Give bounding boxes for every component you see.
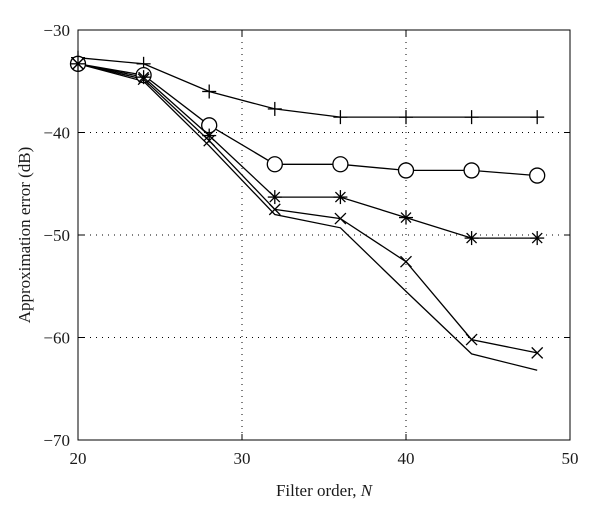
data-point-x: [334, 212, 347, 225]
data-point-star: [530, 231, 545, 246]
data-point-circle: [397, 162, 415, 179]
data-point-plus: [399, 110, 413, 125]
data-point-x: [465, 333, 478, 346]
data-point-star: [464, 231, 479, 246]
data-point-star: [267, 190, 282, 205]
x-tick-label: 30: [234, 449, 251, 468]
data-point-x: [137, 73, 150, 86]
data-point-circle: [463, 162, 480, 179]
series-line-2: [77, 63, 538, 177]
data-point-x: [400, 255, 412, 268]
series-line-3: [77, 63, 538, 239]
data-point-plus: [333, 110, 348, 125]
data-point-star: [136, 70, 151, 85]
data-point-x: [268, 203, 281, 216]
data-point-circle: [529, 167, 546, 184]
data-point-star: [333, 190, 348, 205]
data-point-plus: [202, 84, 217, 99]
y-tick-label: −40: [43, 124, 70, 143]
y-tick-label: −50: [43, 226, 70, 245]
x-tick-label: 40: [398, 449, 415, 468]
data-point-x: [531, 346, 544, 359]
data-point-x: [203, 134, 216, 147]
data-point-circle: [332, 156, 349, 173]
data-point-plus: [464, 110, 479, 125]
series-group: [77, 57, 538, 371]
data-point-star: [399, 210, 413, 225]
data-point-plus: [267, 101, 282, 116]
x-axis-label: Filter order, N: [276, 481, 374, 500]
data-point-circle: [266, 156, 283, 173]
series-line-5: [77, 63, 538, 371]
series-line-1: [77, 57, 538, 118]
series-line-4: [77, 63, 538, 354]
y-tick-label: −60: [43, 329, 70, 348]
x-tick-label: 50: [562, 449, 579, 468]
y-tick-label: −70: [43, 431, 70, 450]
markers-group: [69, 50, 546, 359]
tick-labels: 20 30 40 50 −30 −40 −50 −60 −70: [43, 21, 578, 468]
axis-ticks: [77, 29, 571, 441]
y-axis-label: Approximation error (dB): [15, 147, 34, 324]
y-tick-label: −30: [43, 21, 70, 40]
x-tick-label: 20: [70, 449, 87, 468]
data-point-plus: [530, 110, 545, 125]
grid-lines: [78, 30, 570, 440]
